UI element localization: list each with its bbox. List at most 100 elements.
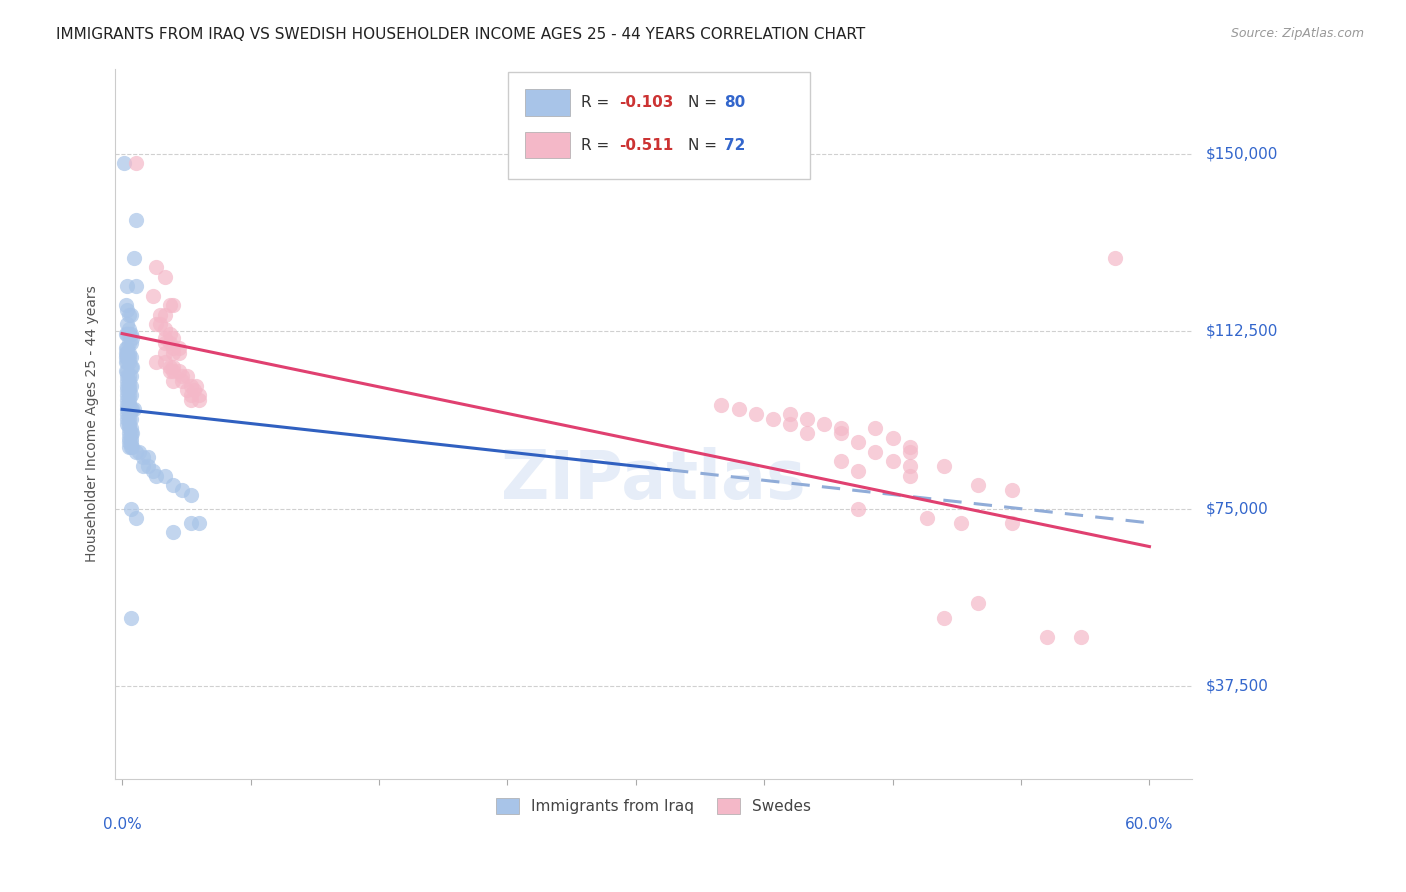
Point — [118, 435, 141, 450]
Point — [180, 487, 202, 501]
Point — [170, 374, 193, 388]
Text: R =: R = — [581, 137, 613, 153]
Y-axis label: Householder Income Ages 25 - 44 years: Householder Income Ages 25 - 44 years — [86, 285, 100, 562]
Point — [114, 355, 136, 369]
Point — [120, 336, 142, 351]
Point — [145, 317, 167, 331]
Point — [117, 355, 139, 369]
Text: N =: N = — [688, 95, 723, 110]
Point — [120, 425, 142, 440]
Point — [120, 440, 142, 454]
Point — [120, 501, 142, 516]
Point — [118, 425, 141, 440]
Point — [117, 392, 139, 407]
Point — [121, 425, 143, 440]
Point — [145, 468, 167, 483]
Point — [710, 398, 733, 412]
Point — [120, 431, 142, 445]
Text: $37,500: $37,500 — [1206, 679, 1270, 694]
Point — [898, 440, 921, 454]
Point — [125, 156, 148, 170]
Point — [117, 388, 139, 402]
Point — [125, 511, 148, 525]
FancyBboxPatch shape — [524, 89, 569, 116]
Point — [121, 331, 143, 345]
Point — [865, 421, 887, 435]
Point — [865, 445, 887, 459]
Point — [162, 359, 184, 374]
Point — [117, 384, 139, 398]
Point — [830, 425, 852, 440]
Point — [882, 431, 904, 445]
Point — [117, 398, 139, 412]
Point — [120, 369, 142, 384]
Point — [117, 411, 139, 425]
Point — [727, 402, 749, 417]
Point — [114, 364, 136, 378]
Point — [118, 421, 141, 435]
Point — [153, 322, 176, 336]
Text: 60.0%: 60.0% — [1125, 817, 1174, 832]
Point — [162, 331, 184, 345]
Point — [796, 425, 818, 440]
Point — [170, 369, 193, 384]
Point — [120, 378, 142, 392]
Point — [120, 421, 142, 435]
Point — [118, 392, 141, 407]
Point — [117, 369, 139, 384]
Text: $112,500: $112,500 — [1206, 324, 1278, 339]
Point — [117, 364, 139, 378]
Text: ZIPatlas: ZIPatlas — [502, 447, 806, 513]
Point — [117, 326, 139, 341]
Point — [117, 351, 139, 365]
Point — [180, 378, 202, 392]
Point — [830, 421, 852, 435]
Point — [114, 326, 136, 341]
Point — [898, 445, 921, 459]
Point — [162, 341, 184, 355]
Point — [114, 351, 136, 365]
Point — [180, 516, 202, 530]
Legend: Immigrants from Iraq, Swedes: Immigrants from Iraq, Swedes — [491, 792, 817, 821]
Point — [131, 450, 153, 464]
Point — [167, 341, 190, 355]
Point — [967, 596, 990, 610]
Point — [118, 351, 141, 365]
Point — [122, 402, 145, 417]
Point — [112, 156, 135, 170]
Text: Source: ZipAtlas.com: Source: ZipAtlas.com — [1230, 27, 1364, 40]
Text: $150,000: $150,000 — [1206, 146, 1278, 161]
Point — [125, 445, 148, 459]
Point — [128, 445, 150, 459]
Point — [180, 388, 202, 402]
Point — [118, 398, 141, 412]
Point — [149, 317, 172, 331]
Point — [118, 417, 141, 431]
Point — [176, 369, 198, 384]
Point — [118, 407, 141, 421]
Point — [188, 392, 211, 407]
Point — [180, 392, 202, 407]
Point — [153, 345, 176, 359]
Point — [120, 308, 142, 322]
Point — [118, 384, 141, 398]
Point — [117, 407, 139, 421]
Point — [136, 450, 159, 464]
Point — [120, 359, 142, 374]
Point — [114, 298, 136, 312]
Point — [121, 440, 143, 454]
Point — [145, 355, 167, 369]
Point — [118, 388, 141, 402]
Point — [117, 302, 139, 317]
Point — [117, 341, 139, 355]
Point — [117, 317, 139, 331]
Point — [162, 298, 184, 312]
Point — [1104, 251, 1126, 265]
Point — [114, 345, 136, 359]
Point — [121, 359, 143, 374]
Point — [118, 336, 141, 351]
Point — [153, 308, 176, 322]
Point — [162, 374, 184, 388]
Point — [118, 411, 141, 425]
Point — [117, 374, 139, 388]
